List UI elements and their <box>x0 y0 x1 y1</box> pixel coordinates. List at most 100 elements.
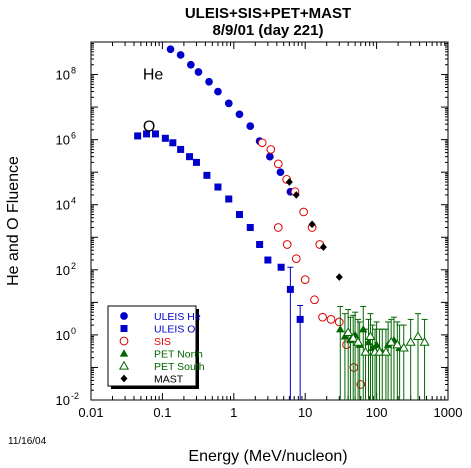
data-point <box>273 159 283 169</box>
data-point <box>353 336 364 346</box>
data-point <box>285 178 293 186</box>
data-point <box>176 51 185 59</box>
legend-entry: ULEIS O <box>154 324 195 336</box>
data-point <box>286 285 294 293</box>
data-point <box>398 342 409 352</box>
y-tick-exponent: 8 <box>71 66 76 76</box>
data-point <box>372 340 381 348</box>
series-uleis-he <box>166 45 295 196</box>
annotation-label: O <box>143 119 155 136</box>
legend-marker <box>119 336 129 346</box>
y-tick-exponent: 6 <box>71 131 76 141</box>
x-tick-label: 100 <box>366 405 388 420</box>
x-tick-label: 0.1 <box>153 405 171 420</box>
series-uleis-o <box>134 130 304 400</box>
data-point <box>246 223 254 231</box>
legend-marker <box>120 325 128 332</box>
data-point <box>276 168 285 177</box>
data-point <box>177 145 185 153</box>
data-point <box>257 138 267 148</box>
y-tick-exponent: 0 <box>71 326 76 336</box>
chart-subtitle: 8/9/01 (day 221) <box>213 22 324 39</box>
data-point <box>282 240 292 249</box>
x-axis-label: Energy (MeV/nucleon) <box>188 448 347 465</box>
data-point <box>319 243 327 251</box>
legend-marker <box>118 360 130 370</box>
series-pet-north <box>336 305 404 400</box>
data-point <box>134 132 142 140</box>
data-point <box>336 324 345 333</box>
data-point <box>349 363 359 372</box>
x-tick-label: 10 <box>298 405 312 420</box>
data-point <box>356 380 366 389</box>
y-tick-exponent: 2 <box>71 261 76 271</box>
data-point <box>256 240 264 248</box>
data-point <box>334 317 344 327</box>
legend-entry: MAST <box>154 374 184 386</box>
data-point <box>214 87 222 96</box>
data-point <box>360 346 371 356</box>
legend-entry: PET North <box>154 349 203 361</box>
data-point <box>296 315 304 323</box>
data-point <box>277 263 285 271</box>
data-point <box>186 60 195 69</box>
x-tick-label: 0.01 <box>78 405 103 420</box>
y-axis-label: He and O Fluence <box>5 156 22 286</box>
data-point <box>203 171 211 179</box>
chart-title: ULEIS+SIS+PET+MAST <box>185 5 351 22</box>
data-point <box>264 256 272 264</box>
legend-entry: SIS <box>154 336 171 348</box>
data-point <box>166 45 175 54</box>
data-point <box>318 312 327 322</box>
data-point <box>359 324 368 333</box>
data-point <box>192 158 200 166</box>
data-point <box>194 68 203 76</box>
data-point <box>214 183 222 191</box>
series-pet-south <box>343 309 430 400</box>
data-point <box>273 223 283 232</box>
legend-marker <box>119 349 129 357</box>
data-point <box>365 331 376 341</box>
y-tick-label: 10 <box>56 68 70 83</box>
data-point <box>292 191 300 199</box>
data-point <box>291 254 301 264</box>
legend-entry: ULEIS He <box>154 311 201 323</box>
data-point <box>299 207 308 217</box>
footer-date: 11/16/04 <box>8 436 47 447</box>
data-point <box>300 275 310 284</box>
legend-marker <box>120 374 128 383</box>
data-point <box>335 273 343 281</box>
x-tick-label: 1 <box>230 405 237 420</box>
data-point <box>161 134 169 142</box>
data-point <box>392 339 403 349</box>
data-point <box>348 332 359 342</box>
y-tick-label: 10 <box>56 133 70 148</box>
annotation-label: He <box>143 67 164 84</box>
data-point <box>380 346 391 356</box>
y-tick-label: 10 <box>56 198 70 213</box>
data-point <box>405 336 416 346</box>
data-marks <box>134 45 430 400</box>
data-point <box>374 346 385 356</box>
annotations: He O <box>143 67 164 136</box>
y-tick-exponent: -2 <box>71 391 79 401</box>
series-mast <box>285 178 343 281</box>
data-point <box>266 145 276 154</box>
data-point <box>186 153 194 161</box>
data-point <box>386 336 397 346</box>
plot-frame <box>90 41 449 401</box>
data-point <box>235 110 244 119</box>
data-point <box>419 336 430 346</box>
y-tick-label: 10 <box>56 328 70 343</box>
data-point <box>308 220 316 229</box>
legend-marker <box>120 312 128 320</box>
data-point <box>205 77 213 86</box>
data-point <box>326 315 336 324</box>
legend-entry: PET South <box>154 361 205 373</box>
data-point <box>246 122 255 130</box>
series-sis <box>257 138 366 389</box>
data-point <box>266 152 274 161</box>
